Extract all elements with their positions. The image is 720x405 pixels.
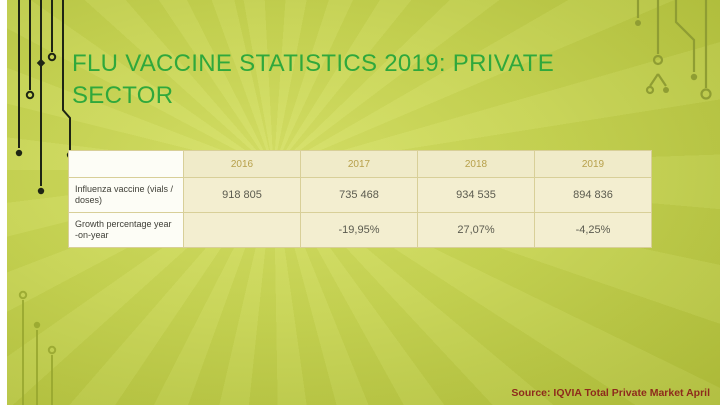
cell-growth-2018: 27,07%: [417, 212, 535, 248]
table-header-row: 2016 2017 2018 2019: [68, 150, 652, 178]
row-label-influenza-vaccine: Influenza vaccine (vials / doses): [68, 177, 184, 213]
table-row-growth-percentage: Growth percentage year -on-year -19,95% …: [68, 212, 652, 248]
cell-influenza-2019: 894 836: [534, 177, 652, 213]
header-cell-2017: 2017: [300, 150, 418, 178]
circuit-decoration-right: [635, 0, 712, 100]
flu-vaccine-stats-table: 2016 2017 2018 2019 Influenza vaccine (v…: [68, 150, 652, 248]
cell-growth-2016: [183, 212, 301, 248]
header-cell-2018: 2018: [417, 150, 535, 178]
header-cell-2019: 2019: [534, 150, 652, 178]
cell-growth-2017: -19,95%: [300, 212, 418, 248]
source-text: Source: IQVIA Total Private Market April: [511, 387, 710, 399]
left-white-strip: [0, 0, 7, 405]
cell-growth-2019: -4,25%: [534, 212, 652, 248]
cell-influenza-2018: 934 535: [417, 177, 535, 213]
cell-influenza-2017: 735 468: [300, 177, 418, 213]
cell-influenza-2016: 918 805: [183, 177, 301, 213]
header-cell-2016: 2016: [183, 150, 301, 178]
slide-title: FLU VACCINE STATISTICS 2019: PRIVATE SEC…: [72, 50, 555, 109]
table-row-influenza-vaccine: Influenza vaccine (vials / doses) 918 80…: [68, 177, 652, 213]
row-label-growth-percentage: Growth percentage year -on-year: [68, 212, 184, 248]
header-cell-empty: [68, 150, 184, 178]
circuit-decoration-left: [15, 0, 74, 405]
